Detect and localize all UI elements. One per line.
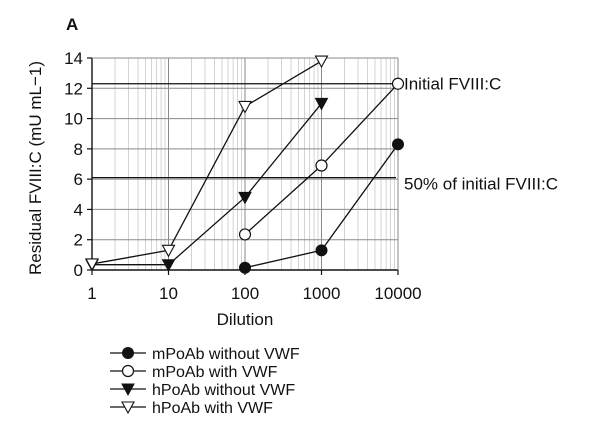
x-tick-label: 100 [231,284,259,303]
series-group [85,55,329,272]
x-tick-label: 10 [159,284,178,303]
y-tick-label: 8 [74,140,83,159]
x-tick-label: 1 [87,284,96,303]
panel-label: A [66,15,78,34]
data-point [238,100,252,114]
data-point [392,138,404,151]
data-point [161,259,176,272]
y-tick-label: 6 [74,170,83,189]
legend-item: mPoAb without VWF [110,346,300,363]
legend-label: mPoAb with VWF [152,364,278,381]
reference-lines: Initial FVIII:C 50% of initial FVIII:C [92,75,558,194]
tick-labels: 0 2 4 6 8 10 12 14 1 10 100 1000 10000 [64,49,422,303]
legend-marker [122,347,134,359]
y-tick-label: 14 [64,49,83,68]
legend-marker [121,364,135,378]
legend-item: mPoAb with VWF [110,364,278,381]
series-group [238,77,405,241]
reference-label: 50% of initial FVIII:C [404,175,558,194]
legend-label: hPoAb without VWF [152,382,295,399]
data-point [239,261,251,274]
legend-label: mPoAb without VWF [152,346,300,363]
legend-item: hPoAb with VWF [110,400,273,417]
series-layer [85,55,405,274]
legend-item: hPoAb without VWF [110,382,295,399]
y-axis-title: Residual FVIII:C (mU mL−1) [26,61,45,275]
y-tick-label: 4 [74,200,83,219]
y-tick-label: 2 [74,231,83,250]
data-point [314,97,329,111]
x-axis-title: Dilution [217,310,274,329]
series-group [239,138,404,274]
x-tick-label: 10000 [374,284,421,303]
y-tick-label: 0 [74,261,83,280]
data-point [315,244,328,257]
y-tick-label: 12 [64,79,83,98]
series-line [92,103,323,266]
data-point [315,159,328,172]
data-point [238,228,252,241]
data-point [391,77,405,90]
series-line [91,60,322,265]
data-point [238,191,252,205]
legend-marker [121,383,135,397]
legend-marker [121,401,135,415]
grid [91,57,399,271]
axes [87,57,399,275]
x-tick-label: 1000 [303,284,341,303]
y-tick-label: 10 [64,110,83,129]
legend-label: hPoAb with VWF [152,400,273,417]
data-point [314,55,329,69]
reference-label: Initial FVIII:C [404,75,501,94]
data-point [161,244,176,258]
data-point [85,258,99,272]
